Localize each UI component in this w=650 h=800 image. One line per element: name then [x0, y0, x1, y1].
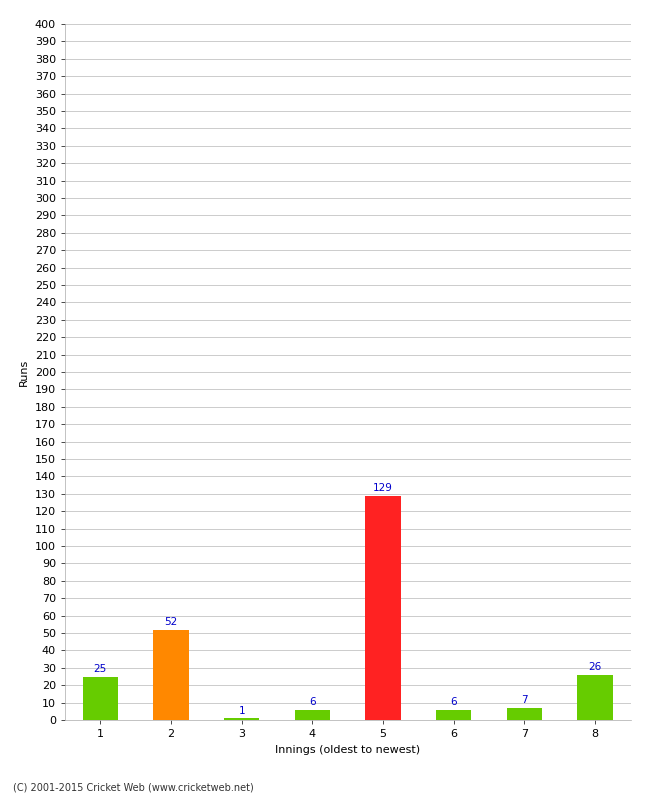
Text: 6: 6	[450, 697, 457, 707]
Bar	[153, 630, 188, 720]
Text: 7: 7	[521, 695, 528, 706]
Text: 26: 26	[588, 662, 602, 672]
Bar	[507, 708, 542, 720]
Bar	[83, 677, 118, 720]
Text: (C) 2001-2015 Cricket Web (www.cricketweb.net): (C) 2001-2015 Cricket Web (www.cricketwe…	[13, 782, 254, 792]
X-axis label: Innings (oldest to newest): Innings (oldest to newest)	[275, 745, 421, 754]
Text: 52: 52	[164, 617, 177, 627]
Bar	[224, 718, 259, 720]
Text: 129: 129	[373, 483, 393, 493]
Bar	[365, 495, 401, 720]
Text: 6: 6	[309, 697, 316, 707]
Bar	[577, 674, 613, 720]
Text: 25: 25	[94, 664, 107, 674]
Bar	[294, 710, 330, 720]
Bar	[436, 710, 471, 720]
Y-axis label: Runs: Runs	[19, 358, 29, 386]
Text: 1: 1	[239, 706, 245, 716]
